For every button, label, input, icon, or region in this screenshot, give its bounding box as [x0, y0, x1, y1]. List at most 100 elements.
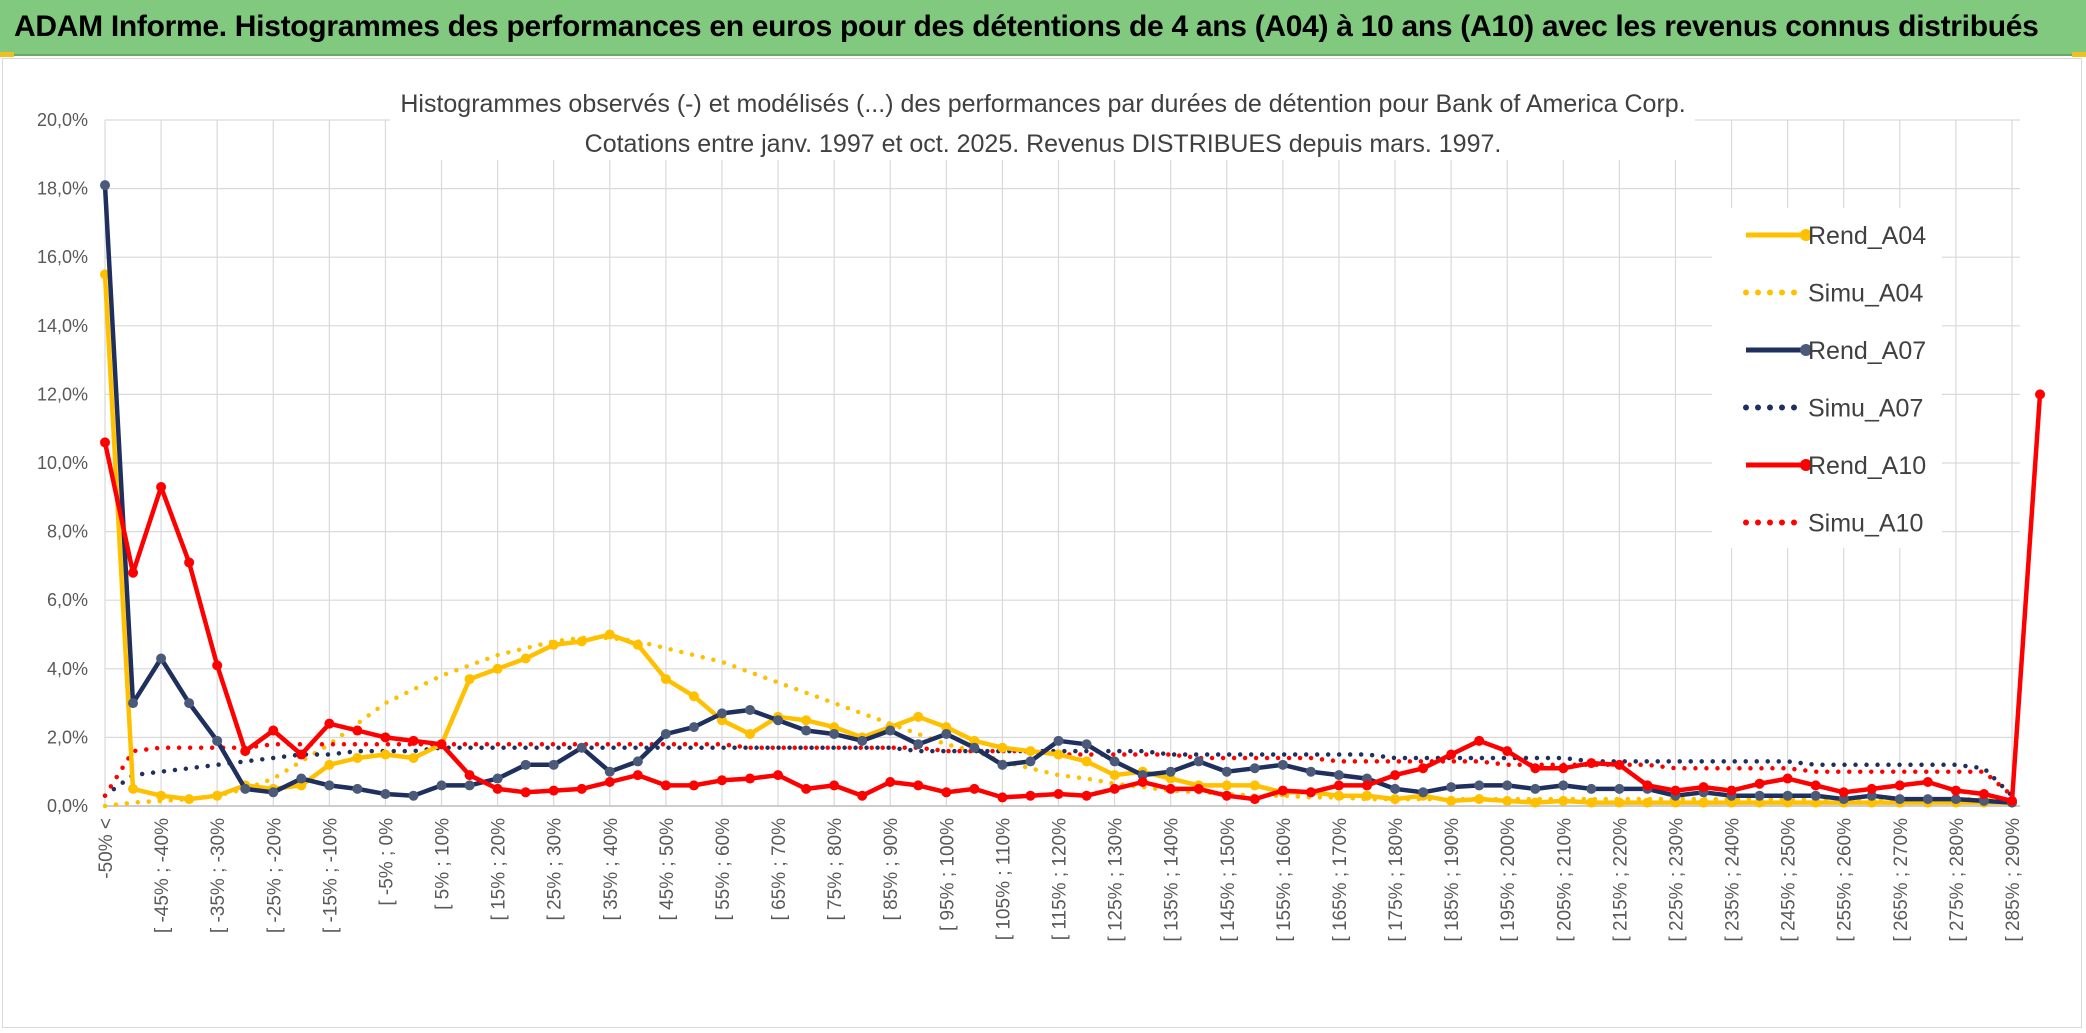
x-tick-label: [ 145% ; 150% [1218, 818, 1239, 942]
x-tick-label: [ 185% ; 190% [1442, 818, 1463, 942]
chart-legend: Rend_A04 Simu_A04 Rend_A07 Simu_A07 Rend_A10… [1712, 208, 1942, 548]
x-tick-label: [ 25% ; 30% [545, 818, 566, 921]
data-point-rend_a07 [745, 704, 756, 715]
data-point-rend_a04 [1474, 794, 1485, 805]
x-tick-label: [ 175% ; 180% [1386, 818, 1407, 942]
x-tick-label: [ 165% ; 170% [1330, 818, 1351, 942]
data-point-rend_a10 [2035, 389, 2046, 400]
data-point-rend_a07 [1530, 783, 1541, 794]
data-point-rend_a07 [604, 766, 615, 777]
data-point-rend_a10 [1109, 783, 1120, 794]
x-tick-label: [ -15% ; -10% [320, 818, 341, 933]
data-point-rend_a07 [1754, 790, 1765, 801]
data-point-rend_a10 [604, 776, 615, 787]
data-point-rend_a04 [1333, 790, 1344, 801]
data-point-rend_a10 [1586, 758, 1597, 769]
data-point-rend_a07 [885, 725, 896, 736]
data-point-rend_a10 [352, 725, 363, 736]
data-point-rend_a04 [1614, 797, 1625, 808]
series-line-rend_a10 [102, 394, 2043, 804]
data-point-rend_a04 [969, 735, 980, 746]
data-point-rend_a10 [492, 783, 503, 794]
data-point-rend_a10 [548, 785, 559, 796]
data-point-rend_a10 [1446, 749, 1457, 760]
legend-label: Rend_A04 [1808, 222, 1926, 250]
x-tick-label: [ 285% ; 290% [2003, 818, 2024, 942]
data-point-rend_a10 [436, 739, 447, 750]
data-point-rend_a04 [1109, 770, 1120, 781]
y-tick-label: 20,0% [37, 110, 88, 130]
data-point-rend_a04 [829, 722, 840, 733]
x-tick-label: [ 255% ; 260% [1835, 818, 1856, 942]
data-point-rend_a07 [1838, 794, 1849, 805]
data-point-rend_a04 [212, 790, 223, 801]
data-point-rend_a10 [1165, 783, 1176, 794]
x-tick-label: [ -45% ; -40% [152, 818, 173, 933]
data-point-rend_a07 [632, 756, 643, 767]
data-point-rend_a07 [296, 773, 307, 784]
data-point-rend_a04 [1390, 794, 1401, 805]
data-point-rend_a10 [1137, 776, 1148, 787]
legend-label: Rend_A10 [1808, 452, 1926, 480]
x-tick-label: [ 115% ; 120% [1050, 818, 1071, 940]
data-point-rend_a04 [1642, 797, 1653, 808]
x-tick-label: [ -25% ; -20% [264, 818, 285, 933]
data-point-rend_a07 [1025, 756, 1036, 767]
data-point-rend_a04 [997, 742, 1008, 753]
data-point-rend_a07 [1081, 739, 1092, 750]
data-point-rend_a10 [801, 783, 812, 794]
data-point-rend_a07 [801, 725, 812, 736]
legend-background [1712, 208, 1942, 548]
title-background [390, 84, 1695, 160]
chart-title: Histogrammes observés (-) et modélisés (… [400, 90, 1685, 118]
legend-label: Simu_A07 [1808, 395, 1923, 423]
data-point-rend_a07 [1109, 756, 1120, 767]
data-point-rend_a04 [408, 752, 419, 763]
legend-label: Simu_A04 [1808, 280, 1923, 308]
data-point-rend_a10 [1670, 785, 1681, 796]
data-point-rend_a10 [1193, 783, 1204, 794]
data-point-rend_a10 [184, 557, 195, 568]
data-point-rend_a04 [1025, 746, 1036, 757]
data-point-rend_a04 [1446, 795, 1457, 806]
data-point-rend_a07 [156, 653, 167, 664]
data-point-rend_a10 [464, 770, 475, 781]
data-point-rend_a10 [1277, 785, 1288, 796]
data-point-rend_a04 [156, 790, 167, 801]
data-point-rend_a07 [268, 787, 279, 798]
data-point-rend_a10 [1642, 780, 1653, 791]
data-point-rend_a04 [1053, 749, 1064, 760]
data-point-rend_a07 [380, 788, 391, 799]
x-tick-label: [ 55% ; 60% [713, 818, 734, 921]
data-point-rend_a04 [660, 674, 671, 685]
data-point-rend_a10 [773, 770, 784, 781]
data-point-rend_a10 [324, 718, 335, 729]
data-point-rend_a04 [688, 691, 699, 702]
data-point-rend_a10 [829, 780, 840, 791]
data-point-rend_a10 [1894, 780, 1905, 791]
data-point-rend_a04 [380, 749, 391, 760]
data-point-rend_a04 [1754, 797, 1765, 808]
data-point-rend_a04 [352, 752, 363, 763]
data-point-rend_a04 [1249, 780, 1260, 791]
data-point-rend_a07 [548, 759, 559, 770]
x-tick-label: [ 215% ; 220% [1610, 818, 1631, 942]
data-point-rend_a10 [688, 780, 699, 791]
chart-gridlines [104, 119, 2020, 807]
data-point-rend_a07 [1866, 790, 1877, 801]
data-point-rend_a10 [1305, 787, 1316, 798]
x-tick-label: [ 95% ; 100% [937, 818, 958, 931]
data-point-rend_a10 [913, 780, 924, 791]
data-point-rend_a10 [1978, 788, 1989, 799]
x-tick-label: [ 35% ; 40% [601, 818, 622, 921]
data-point-rend_a10 [1754, 778, 1765, 789]
x-tick-label: [ -35% ; -30% [208, 818, 229, 933]
data-point-rend_a04 [548, 639, 559, 650]
data-point-rend_a10 [1782, 773, 1793, 784]
data-point-rend_a07 [212, 735, 223, 746]
x-tick-label: [ 5% ; 10% [433, 818, 454, 910]
banner-corner-left [0, 52, 14, 57]
data-point-rend_a07 [688, 722, 699, 733]
data-point-rend_a04 [324, 759, 335, 770]
